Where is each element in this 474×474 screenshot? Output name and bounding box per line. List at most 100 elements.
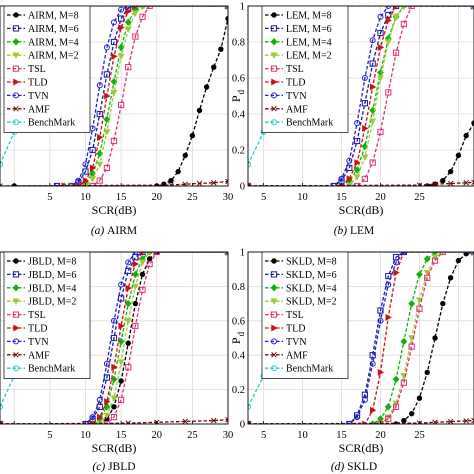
legend-marker-tld <box>13 324 20 332</box>
x-tick-label: 10 <box>297 192 308 203</box>
legend-marker-tsl <box>270 65 278 72</box>
legend-entry-jbld-m-4: JBLD, M=4 <box>28 283 76 294</box>
series-line-tvn <box>0 252 228 424</box>
legend-marker-jbld-m-4 <box>12 284 20 292</box>
data-point-amf <box>225 178 228 185</box>
series-line-amf <box>0 180 228 186</box>
y-axis-label: Pd <box>229 89 246 102</box>
data-point-lem-m-8 <box>463 132 469 139</box>
data-point-lem-m-2 <box>376 75 384 82</box>
legend-marker-skld-m-6 <box>270 271 278 278</box>
x-axis-label: SCR(dB) <box>92 441 137 455</box>
data-point-tsl <box>377 128 384 136</box>
legend-entry-tvn: TVN <box>28 337 49 348</box>
caption-name: LEM <box>350 225 374 237</box>
legend-marker-jbld-m-6 <box>12 271 20 278</box>
data-point-tvn <box>369 37 376 44</box>
y-tick-label: 0.2 <box>232 146 245 157</box>
x-tick-label: 10 <box>297 430 308 441</box>
x-tick-label: 15 <box>116 192 127 203</box>
data-point-tsl <box>125 64 132 71</box>
x-axis-label: SCR(dB) <box>92 203 137 217</box>
data-point-tsl <box>416 305 423 312</box>
data-point-skld-m-8 <box>455 257 462 264</box>
data-point-tvn <box>125 259 132 266</box>
data-point-tsl <box>125 364 132 371</box>
panel-caption: (d) SKLD <box>331 461 377 473</box>
data-point-tsl <box>153 252 160 256</box>
legend-marker-tvn <box>271 338 277 345</box>
series-line-amf <box>248 419 474 424</box>
data-point-lem-m-6 <box>377 29 384 37</box>
legend-entry-tvn: TVN <box>286 91 307 102</box>
axes-box <box>247 5 474 187</box>
data-point-jbld-m-2 <box>124 318 132 325</box>
data-point-tsl <box>424 274 431 281</box>
data-point-amf <box>471 417 474 424</box>
legend-entry-tld: TLD <box>28 78 47 89</box>
data-point-benchmark <box>248 403 251 410</box>
x-tick-label: 5 <box>47 430 52 441</box>
legend-entry-jbld-m-2: JBLD, M=2 <box>28 297 76 308</box>
legend-entry-benchmark: BenchMark <box>286 118 333 129</box>
data-point-amf <box>447 418 454 424</box>
data-point-tld <box>97 413 104 421</box>
data-point-skld-m-8 <box>463 252 469 257</box>
data-point-tvn <box>103 360 110 367</box>
x-tick-label: 15 <box>336 430 347 441</box>
y-tick-label: 0 <box>240 182 245 193</box>
legend-entry-airm-m-6: AIRM, M=6 <box>28 24 79 35</box>
data-point-lem-m-6 <box>385 11 392 19</box>
legend-entry-benchmark: BenchMark <box>28 118 75 129</box>
legend-entry-benchmark: BenchMark <box>28 364 75 375</box>
data-point-skld-m-8 <box>408 410 415 417</box>
data-point-lem-m-8 <box>440 177 446 184</box>
data-point-lem-m-2 <box>392 14 400 21</box>
data-point-skld-m-2 <box>431 254 439 261</box>
data-point-tld <box>377 43 385 51</box>
legend: AIRM, M=8 AIRM, M=6 AIRM, M=4 AIRM, M=2 TSL T… <box>3 5 91 133</box>
legend-marker-lem-m-8 <box>271 12 277 18</box>
data-point-jbld-m-6 <box>139 252 146 256</box>
x-tick-label: 10 <box>80 192 91 203</box>
panel-caption: (c) JBLD <box>92 461 135 473</box>
data-point-airm-m-8 <box>218 46 224 52</box>
legend-entry-tsl: TSL <box>286 64 304 75</box>
data-point-tld <box>111 52 118 60</box>
legend-marker-jbld-m-8 <box>13 258 19 264</box>
legend-entry-skld-m-2: SKLD, M=2 <box>286 297 337 308</box>
x-tick-label: 5 <box>261 192 266 203</box>
y-tick-label: 0.8 <box>232 38 245 49</box>
x-tick-label: 25 <box>414 430 425 441</box>
data-point-skld-m-6 <box>354 412 361 419</box>
data-point-lem-m-2 <box>361 154 369 161</box>
legend-marker-airm-m-8 <box>13 12 19 18</box>
data-point-tld <box>118 24 125 32</box>
legend-entry-skld-m-8: SKLD, M=8 <box>286 257 337 268</box>
axes-box <box>247 251 474 425</box>
legend-marker-airm-m-4 <box>12 38 20 46</box>
data-point-tvn <box>118 281 125 288</box>
data-point-tld <box>385 16 392 24</box>
legend-marker-lem-m-2 <box>270 52 278 59</box>
caption-name: SKLD <box>347 461 377 473</box>
legend-marker-lem-m-4 <box>270 38 278 46</box>
data-point-tvn <box>111 19 117 26</box>
data-point-tvn <box>354 120 361 126</box>
data-point-jbld-m-2 <box>138 259 147 266</box>
legend-entry-jbld-m-6: JBLD, M=6 <box>28 270 76 281</box>
series-line-tsl <box>0 252 228 424</box>
legend-marker-benchmark <box>13 365 19 372</box>
x-tick-label: 10 <box>80 430 91 441</box>
data-point-tsl <box>103 164 110 172</box>
data-point-tvn <box>82 161 89 168</box>
legend-marker-airm-m-6 <box>12 25 20 32</box>
legend-marker-skld-m-4 <box>270 284 278 292</box>
data-point-tld <box>369 83 377 91</box>
data-point-tsl <box>139 13 146 20</box>
data-point-airm-m-8 <box>203 84 210 90</box>
data-point-tvn <box>354 414 361 421</box>
data-point-tsl <box>96 177 103 184</box>
legend-marker-tld <box>13 78 20 86</box>
data-point-tsl <box>118 396 125 404</box>
